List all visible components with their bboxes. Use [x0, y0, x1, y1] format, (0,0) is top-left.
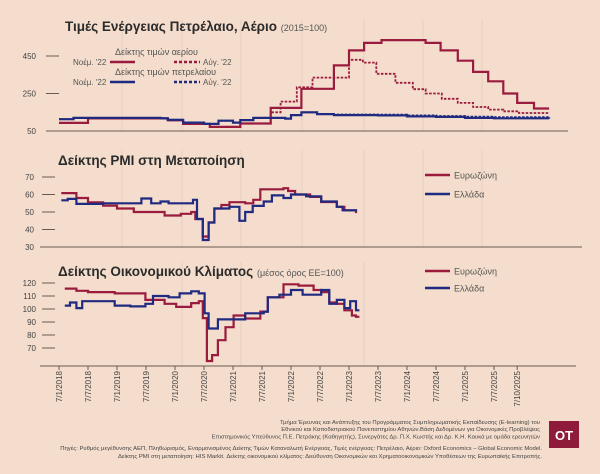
x-tick-label: 7/7/2020 — [200, 370, 209, 402]
x-tick-label: 7/1/2023 — [345, 370, 354, 402]
legend-oil-dotted-label: Αύγ. '22 — [203, 78, 232, 87]
legend-gas-dotted-label: Αύγ. '22 — [203, 58, 232, 67]
x-tick-label: 7/7/2019 — [142, 370, 151, 402]
series-line-0 — [59, 39, 550, 128]
legend-greece-label: Ελλάδα — [454, 284, 484, 294]
y-tick-label: 90 — [27, 318, 36, 327]
x-tick-label: 7/7/2023 — [374, 370, 383, 402]
chart-title: Τιμές Ενέργειας Πετρέλαιο, Αέριο (2015=1… — [65, 19, 327, 34]
legend-oil-solid-label: Νοέμ. '22 — [73, 78, 107, 87]
ot-logo-text: OT — [555, 428, 573, 443]
legend-eurozone-label: Ευρωζώνη — [454, 171, 497, 181]
credits-line: Εθνικού και Καποδιστριακού Πανεπιστημίου… — [281, 426, 540, 433]
x-tick-label: 7/1/2021 — [229, 370, 238, 402]
economic-sentiment-chart: Δείκτης Οικονομικού Κλίματος (μέσος όρος… — [23, 262, 576, 407]
x-tick-label: 7/1/2025 — [461, 370, 470, 402]
ot-logo: OT — [549, 421, 579, 448]
chart-title: Δείκτης PMI στη Μεταποίηση — [58, 153, 245, 168]
y-tick-label: 250 — [23, 90, 37, 99]
x-tick-label: 7/7/2024 — [432, 370, 441, 402]
x-tick-label: 7/1/2020 — [171, 370, 180, 402]
x-tick-label: 7/7/2025 — [490, 370, 499, 402]
series-line-1 — [64, 288, 360, 330]
legend: Ευρωζώνη Ελλάδα — [425, 267, 497, 294]
y-tick-label: 60 — [25, 191, 34, 200]
legend-oil-title: Δείκτης τιμών πετρελαίου — [115, 67, 216, 77]
x-tick-label: 7/1/2024 — [403, 370, 412, 402]
y-tick-label: 80 — [27, 331, 36, 340]
legend: Ευρωζώνη Ελλάδα — [425, 171, 497, 200]
legend-eurozone-label: Ευρωζώνη — [454, 267, 497, 277]
chart-subtitle: (μέσος όρος ΕΕ=100) — [257, 268, 344, 278]
series-line-1 — [61, 193, 358, 242]
energy-prices-chart: Τιμές Ενέργειας Πετρέλαιο, Αέριο (2015=1… — [23, 19, 568, 136]
sources-line: Δείκτης PMI στη μεταποίηση: HIS Markit. … — [118, 453, 542, 460]
chart-title: Δείκτης Οικονομικού Κλίματος (μέσος όρος… — [58, 264, 344, 279]
legend: Δείκτης τιμών αερίου Νοέμ. '22 Αύγ. '22 … — [73, 47, 232, 87]
y-tick-label: 70 — [25, 173, 34, 182]
x-tick-label: 7/1/2019 — [113, 370, 122, 402]
chart-subtitle: (2015=100) — [281, 23, 327, 33]
credits-line: Επιστημονικός Υπεύθυνος Π.Ε. Πετράκης (Κ… — [212, 434, 540, 441]
y-tick-label: 40 — [25, 226, 34, 235]
x-tick-label: 7/10/2025 — [513, 370, 522, 406]
sources-line: Πηγές: Ρυθμός μεγέθυνσης ΑΕΠ, Πληθωρισμό… — [60, 445, 542, 452]
x-tick-label: 7/1/2022 — [287, 370, 296, 402]
footer: Τμήμα Έρευνας και Ανάπτυξης του Προγράμμ… — [60, 419, 579, 460]
series-line-3 — [59, 111, 550, 125]
credits-line: Τμήμα Έρευνας και Ανάπτυξης του Προγράμμ… — [280, 419, 540, 426]
y-tick-label: 120 — [23, 279, 37, 288]
x-tick-label: 7/1/2018 — [55, 370, 64, 402]
y-tick-label: 70 — [27, 344, 36, 353]
legend-greece-label: Ελλάδα — [454, 190, 484, 200]
legend-gas-solid-label: Νοέμ. '22 — [73, 58, 107, 67]
y-tick-label: 110 — [23, 292, 36, 301]
x-tick-label: 7/7/2022 — [316, 370, 325, 402]
y-tick-label: 450 — [23, 52, 37, 61]
pmi-chart: Δείκτης PMI στη Μεταποίηση 70 60 50 40 30 Ευ… — [25, 150, 582, 252]
legend-gas-title: Δείκτης τιμών αερίου — [115, 47, 198, 57]
x-tick-label: 7/7/2021 — [258, 370, 267, 402]
series-line-0 — [64, 283, 360, 363]
y-tick-label: 50 — [27, 127, 36, 136]
y-tick-label: 50 — [25, 208, 34, 217]
y-tick-label: 30 — [25, 243, 34, 252]
x-tick-label: 7/7/2018 — [84, 370, 93, 402]
y-tick-label: 100 — [23, 305, 37, 314]
